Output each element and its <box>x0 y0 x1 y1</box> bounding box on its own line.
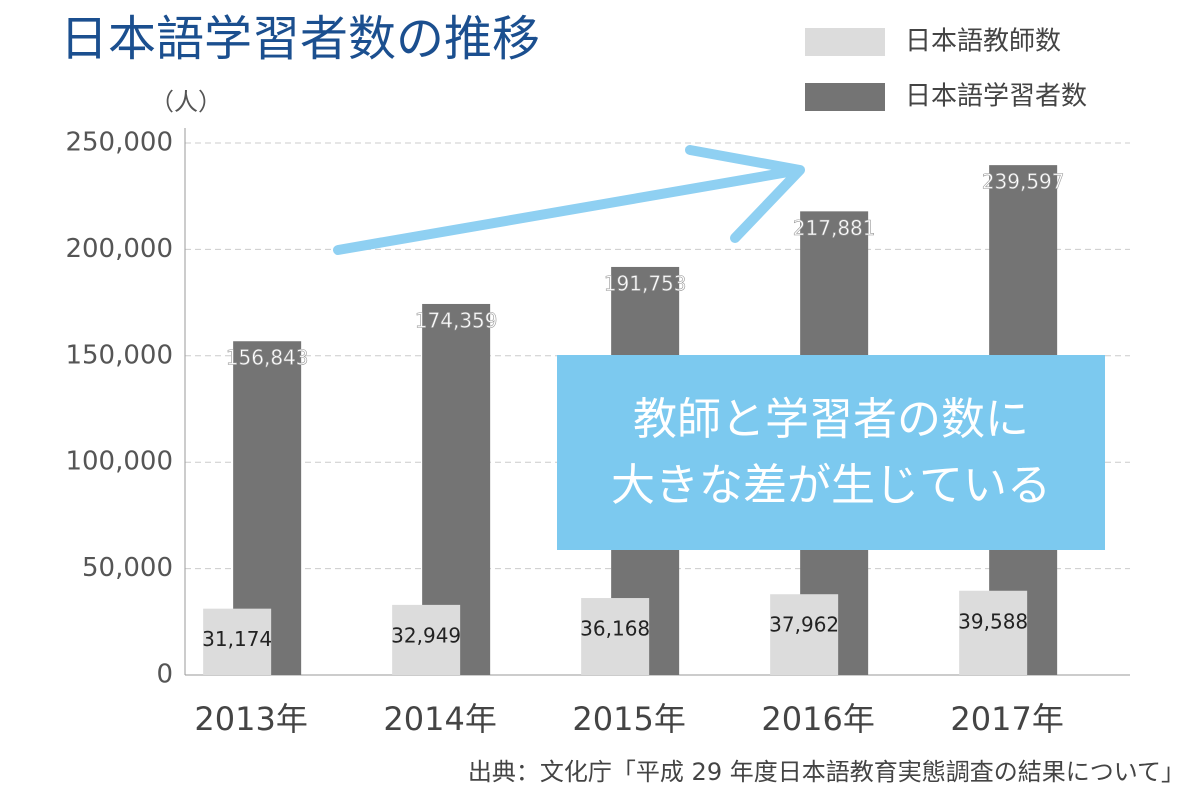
bar <box>959 590 1028 675</box>
value-label: 37,962 <box>769 613 839 637</box>
y-axis-label: （人） <box>150 88 222 116</box>
legend-label: 日本語教師数 <box>905 27 1061 57</box>
legend-swatch <box>805 28 885 56</box>
x-tick-label: 2014年 <box>383 700 496 738</box>
value-label: 174,359 <box>415 308 498 332</box>
value-label: 31,174 <box>202 627 272 651</box>
value-label: 39,588 <box>958 609 1028 633</box>
value-label: 217,881 <box>793 216 876 240</box>
source-note: 出典：文化庁「平成 29 年度日本語教育実態調査の結果について」 <box>468 758 1185 786</box>
y-tick-label: 150,000 <box>65 340 173 370</box>
bar <box>203 608 272 675</box>
annotation-box <box>557 355 1105 550</box>
y-tick-label: 50,000 <box>82 553 173 583</box>
value-label: 36,168 <box>580 617 650 641</box>
arrow <box>333 145 805 255</box>
annotation-text: 大きな差が生じている <box>611 460 1051 511</box>
value-label: 156,843 <box>226 346 309 370</box>
bar <box>392 604 461 675</box>
annotation-text: 教師と学習者の数に <box>633 394 1029 445</box>
chart-title: 日本語学習者数の推移 <box>60 11 540 67</box>
y-tick-label: 200,000 <box>65 234 173 264</box>
value-label: 32,949 <box>391 623 461 647</box>
legend-label: 日本語学習者数 <box>905 82 1087 112</box>
x-tick-label: 2015年 <box>572 700 685 738</box>
y-tick-label: 250,000 <box>65 128 173 158</box>
bar <box>770 594 839 675</box>
bar <box>581 598 650 675</box>
x-tick-label: 2017年 <box>950 700 1063 738</box>
value-label: 191,753 <box>604 271 687 295</box>
x-tick-label: 2013年 <box>194 700 307 738</box>
y-tick-label: 100,000 <box>65 447 173 477</box>
x-tick-label: 2016年 <box>761 700 874 738</box>
y-tick-label: 0 <box>156 660 173 690</box>
trend-arrow <box>333 145 805 255</box>
value-label: 239,597 <box>982 170 1065 194</box>
legend-swatch <box>805 83 885 111</box>
